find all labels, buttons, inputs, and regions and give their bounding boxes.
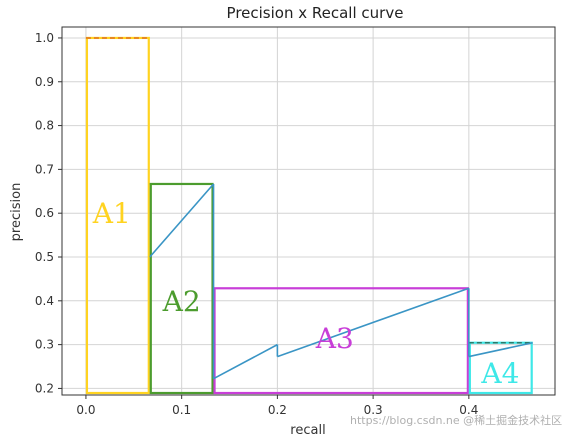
y-tick-label: 0.6 <box>35 206 54 220</box>
pr-curve-segment <box>468 341 533 358</box>
pr-curve-segment <box>149 183 215 258</box>
chart-title: Precision x Recall curve <box>227 4 404 22</box>
y-tick-label: 0.7 <box>35 162 54 176</box>
y-tick-label: 0.3 <box>35 338 54 352</box>
x-tick-label: 0.1 <box>172 403 191 417</box>
pr-curve-segment <box>277 287 470 358</box>
grid <box>62 27 555 395</box>
precision-recall-curve <box>149 183 533 380</box>
y-tick-label: 0.8 <box>35 119 54 133</box>
area-label-a3: A3 <box>315 322 354 355</box>
area-rect-a3 <box>213 287 469 395</box>
y-tick-label: 0.2 <box>35 381 54 395</box>
area-rect-a4 <box>468 341 533 395</box>
x-tick-label: 0.2 <box>268 403 287 417</box>
x-tick-label: 0.0 <box>76 403 95 417</box>
y-tick-label: 1.0 <box>35 31 54 45</box>
area-label-a1: A1 <box>92 197 131 230</box>
tick-labels: 0.0 0.1 0.2 0.3 0.4 0.2 0.3 0.4 0.5 0.6 0.7 0.8 0.9 1… <box>35 31 478 417</box>
area-rect-a2 <box>149 182 214 395</box>
y-tick-label: 0.9 <box>35 75 54 89</box>
area-labels: A1 A2 A3 A4 <box>92 197 520 390</box>
area-rect-a1 <box>85 36 150 395</box>
plot-frame <box>61 26 556 396</box>
x-tick-label: 0.3 <box>364 403 383 417</box>
x-axis-label: recall <box>290 423 325 438</box>
area-label-a2: A2 <box>162 285 201 318</box>
y-tick-label: 0.5 <box>35 250 54 264</box>
area-rectangles <box>85 36 533 395</box>
y-axis-label: precision <box>9 183 24 242</box>
watermark: https://blog.csdn.ne @稀土掘金技术社区 <box>350 414 563 427</box>
x-tick-label: 0.4 <box>459 403 478 417</box>
area-label-a4: A4 <box>480 357 519 390</box>
y-tick-label: 0.4 <box>35 294 54 308</box>
pr-curve-segment <box>213 343 278 380</box>
